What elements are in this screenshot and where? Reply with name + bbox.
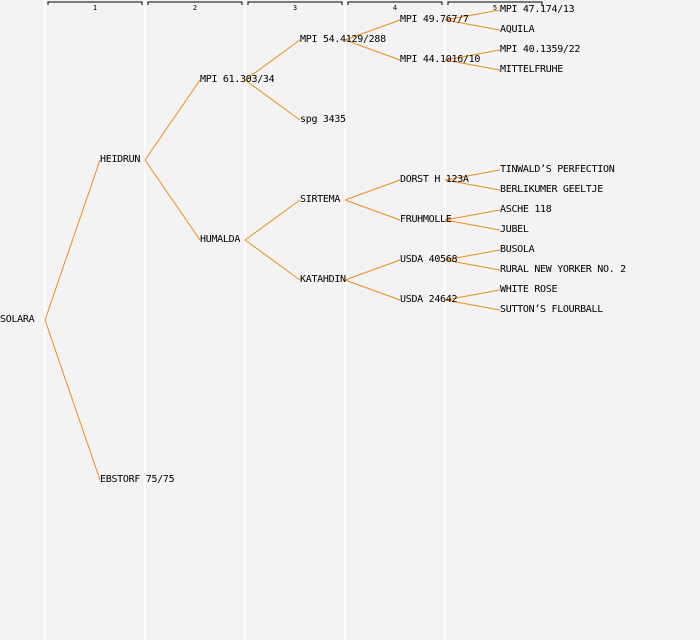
tree-edge: [444, 59, 501, 71]
ancestor-node: MPI 47.174/13: [500, 4, 575, 15]
generation-bracket: [147, 1, 243, 5]
tree-edge: [444, 219, 501, 231]
ancestor-node: SUTTON’S FLOURBALL: [500, 304, 603, 315]
generation-bracket: [347, 1, 443, 5]
generation-bracket: [447, 1, 543, 5]
tree-edge: [44, 159, 101, 321]
ancestor-node: ASCHE 118: [500, 204, 552, 215]
column-dividers: [44, 0, 446, 640]
ancestor-node: MPI 54.4129/288: [300, 34, 386, 45]
ancestor-node: FRUHMOLLE: [400, 214, 452, 225]
tree-edge: [344, 19, 401, 41]
ancestor-node: DORST H 123A: [400, 174, 469, 185]
ancestor-node: EBSTORF 75/75: [100, 474, 175, 485]
tree-edge: [244, 199, 301, 241]
tree-edge: [444, 209, 501, 221]
ancestor-node: RURAL NEW YORKER NO. 2: [500, 264, 626, 275]
tree-edge: [144, 159, 201, 241]
ancestor-node: USDA 40568: [400, 254, 458, 265]
tree-edge: [444, 19, 501, 31]
tree-edge: [444, 9, 501, 21]
ancestor-node: USDA 24642: [400, 294, 458, 305]
tree-edge: [344, 199, 401, 221]
tree-edge: [444, 249, 501, 261]
ancestor-node: KATAHDIN: [300, 274, 346, 285]
tree-edge: [244, 239, 301, 281]
ancestor-node: MPI 40.1359/22: [500, 44, 581, 55]
tree-edge: [244, 79, 301, 121]
ancestor-node: SIRTEMA: [300, 194, 341, 205]
ancestor-node: BERLIKUMER GEELTJE: [500, 184, 603, 195]
tree-edge: [344, 39, 401, 61]
ancestor-node: BUSOLA: [500, 244, 535, 255]
generation-number: 1: [93, 4, 97, 12]
ancestor-node: TINWALD’S PERFECTION: [500, 164, 615, 175]
generation-number: 5: [493, 4, 497, 12]
generation-number: 3: [293, 4, 297, 12]
tree-edge: [44, 319, 101, 481]
ancestor-node: HUMALDA: [200, 234, 241, 245]
ancestor-node: AQUILA: [500, 24, 535, 35]
generation-headers: 1 2 3 4 5: [47, 1, 543, 12]
tree-edge: [344, 259, 401, 281]
generation-number: 4: [393, 4, 397, 12]
ancestor-node: HEIDRUN: [100, 154, 141, 165]
tree-edge: [444, 49, 501, 61]
generation-bracket: [247, 1, 343, 5]
ancestor-node: MPI 44.1016/10: [400, 54, 481, 65]
tree-edge: [444, 259, 501, 271]
tree-edges: [44, 9, 501, 481]
tree-edge: [244, 39, 301, 81]
ancestor-node: MPI 61.303/34: [200, 74, 275, 85]
generation-bracket: [47, 1, 143, 5]
tree-edge: [444, 179, 501, 191]
root-node: SOLARA: [0, 314, 35, 325]
tree-edge: [444, 289, 501, 301]
ancestor-node: MITTELFRUHE: [500, 64, 563, 75]
generation-number: 2: [193, 4, 197, 12]
tree-edge: [144, 79, 201, 161]
tree-edge: [344, 279, 401, 301]
ancestor-node: WHITE ROSE: [500, 284, 558, 295]
ancestor-node: MPI 49.767/7: [400, 14, 469, 25]
ancestor-node: spg 3435: [300, 114, 346, 125]
ancestor-node: JUBEL: [500, 224, 529, 235]
tree-edge: [344, 179, 401, 201]
tree-edge: [444, 299, 501, 311]
tree-edge: [444, 169, 501, 181]
